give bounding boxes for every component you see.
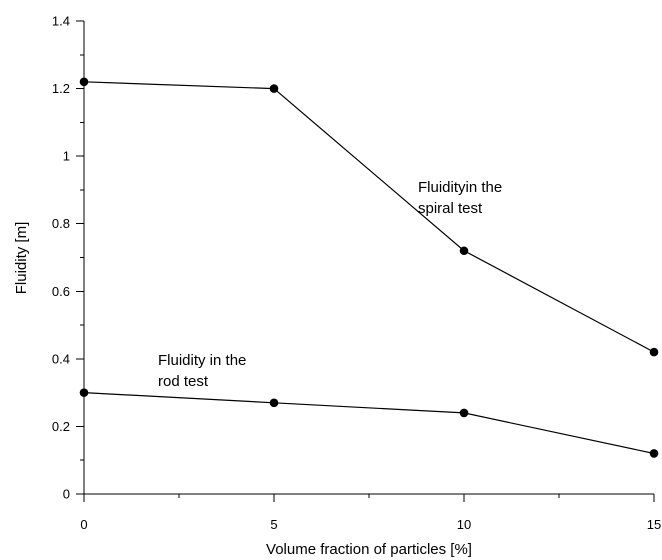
- annotation-line: rod test: [158, 373, 209, 390]
- spiral-test-annotation: Fluidityin the spiral test: [418, 179, 502, 217]
- y-tick-label: 0: [63, 487, 70, 502]
- x-axis-label: Volume fraction of particles [%]: [266, 541, 472, 558]
- data-point-rod-test: [269, 398, 279, 408]
- data-point-spiral-test: [79, 77, 89, 87]
- rod-test-annotation: Fluidity in the rod test: [158, 352, 246, 390]
- y-axis-label: Fluidity [m]: [13, 222, 30, 295]
- data-point-spiral-test: [649, 347, 659, 357]
- annotation-line: Fluidity in the: [158, 352, 246, 369]
- x-tick-label: 10: [457, 517, 471, 532]
- y-tick-label: 0.4: [52, 351, 70, 366]
- annotations: Fluidityin the spiral test Fluidity in the…: [158, 179, 502, 390]
- y-tick-label: 0.2: [52, 419, 70, 434]
- data-point-spiral-test: [269, 84, 279, 93]
- data-point-rod-test: [649, 449, 659, 458]
- labels: Volume fraction of particles [%] Fluidit…: [13, 222, 472, 558]
- y-tick-label: 1.4: [52, 14, 70, 29]
- annotation-line: Fluidityin the: [418, 179, 502, 196]
- data-point-spiral-test: [459, 246, 469, 256]
- data-point-rod-test: [459, 408, 469, 418]
- x-tick-label: 0: [80, 517, 87, 532]
- y-tick-label: 0.8: [52, 216, 70, 231]
- series-line-spiral-test: [83, 81, 655, 353]
- x-tick-label: 5: [270, 517, 277, 532]
- y-tick-label: 0.6: [52, 284, 70, 299]
- ticks: 0 0.2 0.4 0.6 0.8 1 1.2 1.4 0 5 10 15: [52, 14, 661, 533]
- series-line-rod-test: [83, 392, 655, 455]
- axes: [83, 21, 654, 495]
- y-tick-label: 1.2: [52, 81, 70, 96]
- x-tick-label: 15: [647, 517, 661, 532]
- annotation-line: spiral test: [418, 200, 483, 217]
- data-series: [79, 77, 659, 458]
- y-tick-label: 1: [63, 149, 70, 164]
- data-point-rod-test: [79, 388, 89, 397]
